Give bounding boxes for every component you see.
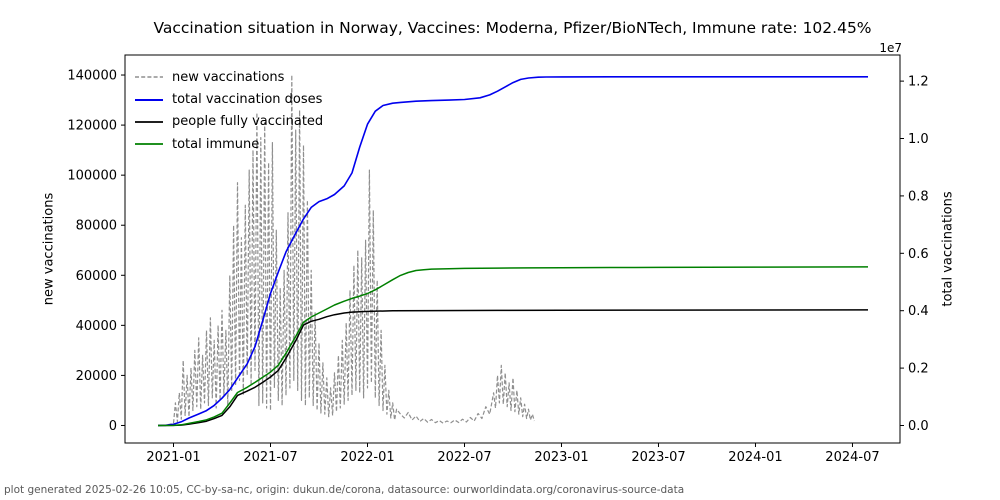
legend-item-people-fully-vaccinated: people fully vaccinated — [134, 111, 323, 133]
solid-line-swatch — [135, 98, 163, 101]
left-y-tick-label: 140000 — [67, 69, 117, 84]
x-tick-label: 2021-01 — [146, 450, 200, 465]
x-tick-label: 2022-01 — [340, 450, 394, 465]
legend-label: people fully vaccinated — [172, 114, 324, 130]
left-y-tick-label: 60000 — [76, 269, 117, 284]
right-y-tick-label: 0.4 — [908, 304, 929, 319]
x-tick-label: 2023-01 — [534, 450, 588, 465]
x-tick-label: 2024-07 — [825, 450, 879, 465]
legend: new vaccinations total vaccination doses… — [134, 66, 323, 156]
left-y-tick-label: 0 — [109, 419, 117, 434]
right-axis-offset-label: 1e7 — [879, 41, 902, 55]
solid-line-swatch — [135, 121, 163, 123]
legend-label: total immune — [172, 136, 260, 152]
solid-line-swatch — [135, 143, 163, 146]
right-y-tick-label: 0.2 — [908, 362, 929, 377]
right-y-tick-label: 1.0 — [908, 132, 929, 147]
chart-title: Vaccination situation in Norway, Vaccine… — [153, 19, 872, 37]
series-line-people-fully-vaccinated — [157, 309, 869, 427]
right-axis-label: total vaccinations — [940, 191, 956, 307]
axes-frame — [124, 54, 901, 444]
left-y-tick-label: 120000 — [67, 119, 117, 134]
legend-item-total-immune: total immune — [134, 133, 323, 155]
legend-label: new vaccinations — [172, 69, 285, 85]
attribution-text: plot generated 2025-02-26 10:05, CC-by-s… — [4, 484, 685, 496]
x-tick-label: 2021-07 — [243, 450, 297, 465]
dashed-line-swatch — [135, 76, 163, 78]
x-tick-label: 2023-07 — [631, 450, 685, 465]
legend-item-total-vaccination-doses: total vaccination doses — [134, 88, 323, 110]
left-y-tick-label: 100000 — [67, 169, 117, 184]
legend-label: total vaccination doses — [172, 92, 323, 108]
series-line-total-vaccination-doses — [157, 76, 868, 427]
series-line-total-immune — [157, 266, 869, 427]
left-y-tick-label: 40000 — [76, 319, 117, 334]
right-y-tick-label: 0.0 — [908, 419, 929, 434]
legend-item-new-vaccinations: new vaccinations — [134, 66, 323, 88]
left-y-tick-label: 80000 — [76, 219, 117, 234]
x-tick-label: 2024-01 — [728, 450, 782, 465]
right-y-tick-label: 0.6 — [908, 247, 929, 262]
right-y-tick-label: 0.8 — [908, 189, 929, 204]
left-y-tick-label: 20000 — [76, 369, 117, 384]
right-y-tick-label: 1.2 — [908, 75, 929, 90]
x-tick-label: 2022-07 — [437, 450, 491, 465]
left-axis-label: new vaccinations — [41, 192, 57, 306]
